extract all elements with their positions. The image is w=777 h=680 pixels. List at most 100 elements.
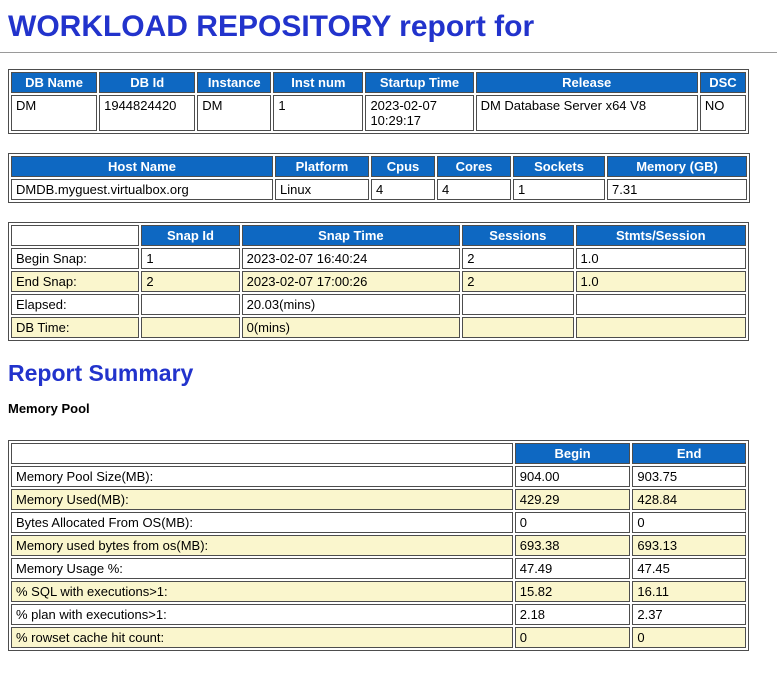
table-cell: 2 — [141, 271, 240, 292]
table-cell: 15.82 — [514, 581, 631, 602]
table-row: DMDB.myguest.virtualbox.org Linux 4 4 1 7.31 — [11, 179, 747, 200]
memory-pool-table: Begin End Memory Pool Size(MB): 904.00 903.7… — [8, 440, 749, 651]
table-row: Begin Snap: 1 2023-02-07 16:40:24 2 1.0 — [11, 248, 746, 269]
header-row: Host Name Platform Cpus Cores Sockets Memory … — [11, 156, 747, 177]
table-row: Bytes Allocated From OS(MB): 0 0 — [11, 512, 746, 533]
row-label-cell: Memory used bytes from os(MB): — [11, 535, 513, 556]
column-header: Release — [475, 72, 698, 93]
column-header-blank — [11, 225, 140, 246]
table-cell: Linux — [275, 179, 369, 200]
row-label-cell: Memory Used(MB): — [11, 489, 513, 510]
table-cell — [141, 294, 240, 315]
report-summary-heading: Report Summary — [8, 360, 194, 386]
column-header: Memory (GB) — [607, 156, 747, 177]
table-cell — [462, 294, 574, 315]
table-cell: 693.38 — [514, 535, 631, 556]
row-label-cell: Memory Pool Size(MB): — [11, 466, 513, 487]
table-cell: DM Database Server x64 V8 — [475, 95, 698, 131]
table-row: Memory Usage %: 47.49 47.45 — [11, 558, 746, 579]
table-cell — [575, 317, 746, 338]
table-cell: 4 — [371, 179, 435, 200]
column-header: Startup Time — [365, 72, 474, 93]
table-cell: DMDB.myguest.virtualbox.org — [11, 179, 273, 200]
table-row: Memory Used(MB): 429.29 428.84 — [11, 489, 746, 510]
table-cell: 0 — [632, 512, 746, 533]
column-header: Cores — [437, 156, 511, 177]
table-cell: 2 — [462, 248, 574, 269]
table-cell: 47.45 — [632, 558, 746, 579]
title-divider — [0, 52, 777, 53]
table-cell: 1.0 — [575, 248, 746, 269]
column-header: DSC — [699, 72, 746, 93]
row-label-cell: End Snap: — [11, 271, 140, 292]
row-label-cell: Begin Snap: — [11, 248, 140, 269]
column-header: Begin — [514, 443, 631, 464]
column-header: Sessions — [462, 225, 574, 246]
column-header: Snap Time — [241, 225, 461, 246]
table-cell — [575, 294, 746, 315]
table-cell — [462, 317, 574, 338]
host-info-table: Host Name Platform Cpus Cores Sockets Memory … — [8, 153, 750, 203]
table-cell: 2.37 — [632, 604, 746, 625]
snapshot-table: Snap Id Snap Time Sessions Stmts/Session Beg… — [8, 222, 749, 341]
table-cell: 2 — [462, 271, 574, 292]
header-row: DB Name DB Id Instance Inst num Startup Time… — [11, 72, 746, 93]
row-label-cell: DB Time: — [11, 317, 140, 338]
table-row: Elapsed: 20.03(mins) — [11, 294, 746, 315]
table-row: % rowset cache hit count: 0 0 — [11, 627, 746, 648]
row-label-cell: Bytes Allocated From OS(MB): — [11, 512, 513, 533]
column-header: Inst num — [273, 72, 364, 93]
row-label-cell: % plan with executions>1: — [11, 604, 513, 625]
table-cell: 428.84 — [632, 489, 746, 510]
row-label-cell: % SQL with executions>1: — [11, 581, 513, 602]
row-label-cell: Memory Usage %: — [11, 558, 513, 579]
memory-pool-heading: Memory Pool — [8, 401, 90, 416]
header-row: Snap Id Snap Time Sessions Stmts/Session — [11, 225, 746, 246]
table-cell: DM — [11, 95, 98, 131]
table-row: End Snap: 2 2023-02-07 17:00:26 2 1.0 — [11, 271, 746, 292]
column-header: DB Name — [11, 72, 98, 93]
table-cell: 2023-02-07 16:40:24 — [241, 248, 461, 269]
table-cell: 7.31 — [607, 179, 747, 200]
column-header: Snap Id — [141, 225, 240, 246]
table-row: % plan with executions>1: 2.18 2.37 — [11, 604, 746, 625]
table-cell: 1.0 — [575, 271, 746, 292]
table-cell: 1944824420 — [99, 95, 196, 131]
table-cell: 0 — [514, 627, 631, 648]
table-cell: 693.13 — [632, 535, 746, 556]
table-cell: 2023-02-07 17:00:26 — [241, 271, 461, 292]
column-header: Cpus — [371, 156, 435, 177]
db-info-table: DB Name DB Id Instance Inst num Startup Time… — [8, 69, 749, 134]
table-cell: 47.49 — [514, 558, 631, 579]
header-row: Begin End — [11, 443, 746, 464]
table-cell: 1 — [513, 179, 605, 200]
table-cell: 429.29 — [514, 489, 631, 510]
table-row: Memory Pool Size(MB): 904.00 903.75 — [11, 466, 746, 487]
table-cell: 20.03(mins) — [241, 294, 461, 315]
table-cell: 0 — [514, 512, 631, 533]
row-label-cell: % rowset cache hit count: — [11, 627, 513, 648]
table-cell: 16.11 — [632, 581, 746, 602]
table-cell: 2023-02-07 10:29:17 — [365, 95, 474, 131]
column-header: Platform — [275, 156, 369, 177]
table-cell — [141, 317, 240, 338]
column-header: Host Name — [11, 156, 273, 177]
column-header: Stmts/Session — [575, 225, 746, 246]
column-header: DB Id — [99, 72, 196, 93]
table-row: % SQL with executions>1: 15.82 16.11 — [11, 581, 746, 602]
table-cell: DM — [197, 95, 272, 131]
page-title: WORKLOAD REPOSITORY report for — [8, 10, 535, 43]
column-header: End — [632, 443, 746, 464]
column-header: Instance — [197, 72, 272, 93]
table-row: DM 1944824420 DM 1 2023-02-07 10:29:17 DM Dat… — [11, 95, 746, 131]
table-cell: 2.18 — [514, 604, 631, 625]
table-cell: 903.75 — [632, 466, 746, 487]
table-row: DB Time: 0(mins) — [11, 317, 746, 338]
table-cell: 904.00 — [514, 466, 631, 487]
table-cell: 1 — [141, 248, 240, 269]
table-row: Memory used bytes from os(MB): 693.38 693.… — [11, 535, 746, 556]
column-header-blank — [11, 443, 513, 464]
column-header: Sockets — [513, 156, 605, 177]
table-cell: NO — [699, 95, 746, 131]
table-cell: 4 — [437, 179, 511, 200]
